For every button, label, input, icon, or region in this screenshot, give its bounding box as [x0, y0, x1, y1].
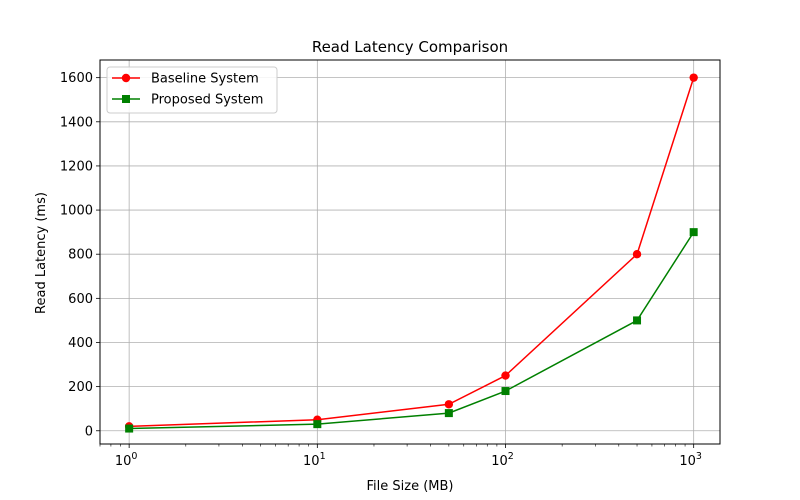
- y-tick-label: 1000: [60, 204, 93, 219]
- y-tick-label: 0: [85, 424, 93, 439]
- y-tick-label: 200: [68, 380, 93, 395]
- legend-label: Proposed System: [151, 93, 263, 108]
- legend-box: [106, 66, 278, 114]
- series-2: [125, 228, 698, 433]
- y-tick-label: 1400: [60, 115, 93, 130]
- data-point: [125, 424, 134, 433]
- series-group: [124, 73, 698, 433]
- y-tick-label: 1600: [60, 71, 93, 86]
- y-tick-label: 400: [68, 336, 93, 351]
- data-point: [501, 371, 510, 380]
- series-line: [129, 77, 695, 428]
- data-point: [444, 409, 453, 418]
- axis-ticks: 0 200 400 600 800 1000 1200 1400 1600 100 101 102 10…: [60, 71, 702, 469]
- chart-title: Read Latency Comparison: [312, 38, 508, 56]
- x-tick-label: 103: [679, 451, 702, 469]
- data-point: [444, 400, 454, 409]
- x-tick-label: 100: [115, 451, 138, 469]
- y-tick-label: 800: [68, 248, 93, 263]
- data-point: [633, 316, 642, 325]
- legend-label: Baseline System: [151, 72, 259, 87]
- legend-marker: [121, 73, 131, 83]
- series-line: [129, 231, 695, 430]
- plot-frame: [99, 59, 721, 445]
- data-point: [313, 420, 322, 429]
- x-tick-label: 101: [303, 451, 326, 469]
- x-axis-label: File Size (MB): [367, 479, 454, 494]
- y-axis-label: Read Latency (ms): [34, 192, 49, 314]
- y-tick-label: 600: [68, 292, 93, 307]
- x-tick-label: 102: [491, 451, 514, 469]
- data-point: [689, 228, 698, 237]
- y-tick-label: 1200: [60, 159, 93, 174]
- data-point: [501, 387, 510, 396]
- data-point: [632, 250, 642, 259]
- data-point: [689, 73, 698, 82]
- legend-marker: [122, 95, 130, 103]
- legend: Baseline System Proposed System: [106, 66, 278, 114]
